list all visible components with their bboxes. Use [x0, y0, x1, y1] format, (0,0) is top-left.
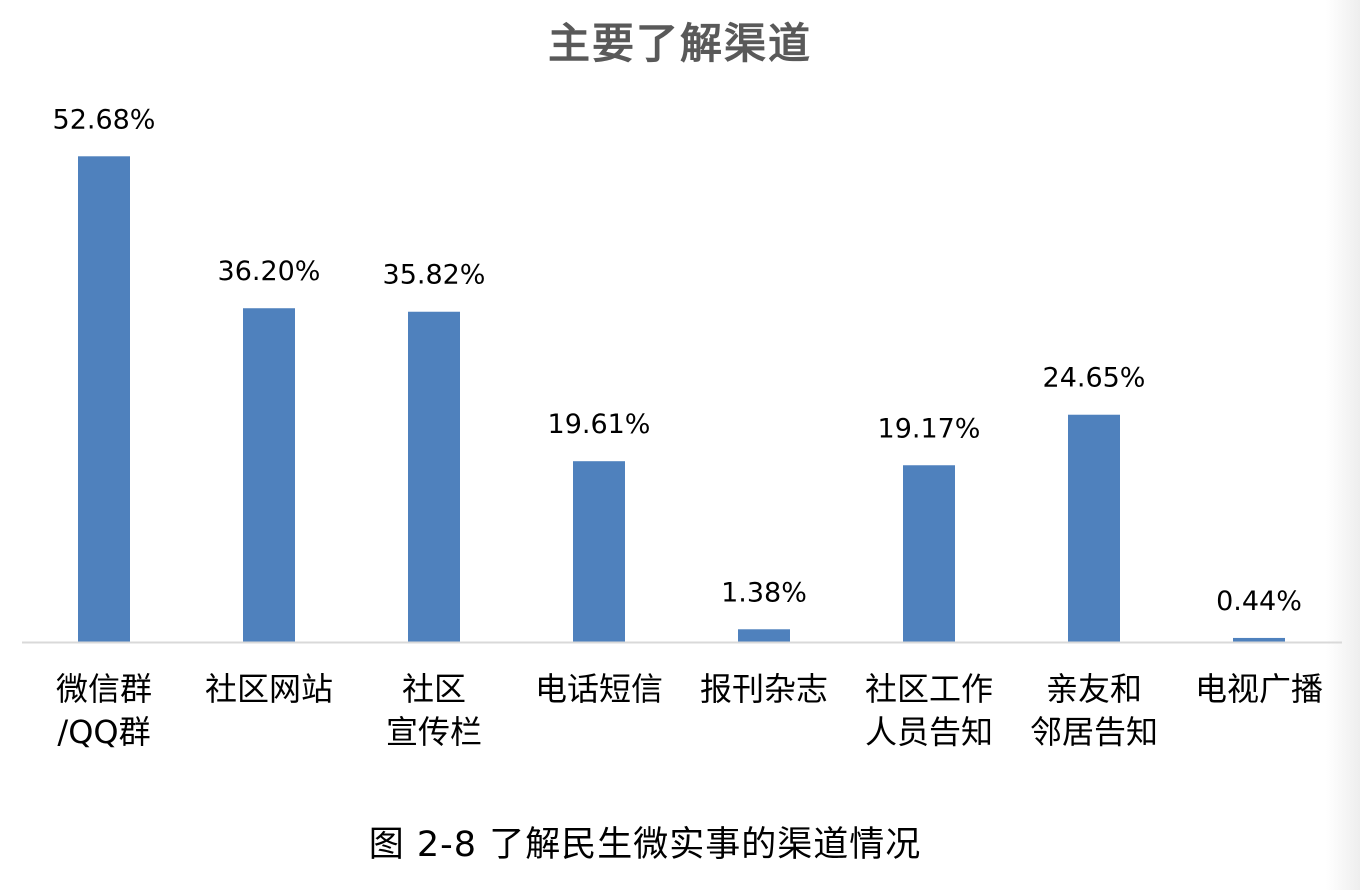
category-label-6-line-2: 人员告知 — [865, 713, 993, 751]
bar-5 — [738, 629, 790, 642]
category-label-7-line-2: 邻居告知 — [1030, 713, 1158, 751]
page-edge-shading — [1326, 0, 1360, 890]
data-label-4: 19.61% — [548, 409, 651, 440]
bar-3 — [408, 311, 460, 642]
bar-2 — [243, 308, 295, 642]
category-label-4-line-1: 电话短信 — [535, 670, 663, 708]
category-label-3-line-2: 宣传栏 — [386, 713, 482, 751]
bar-7 — [1068, 414, 1120, 642]
bar-4 — [573, 461, 625, 642]
data-label-3: 35.82% — [383, 260, 486, 291]
bar-chart: 52.68% 36.20% 35.82% 19.61% 1.38% 19.17% 24.65… — [22, 104, 1342, 751]
figure-caption: 图 2-8 了解民生微实事的渠道情况 — [368, 825, 922, 865]
category-label-2-line-1: 社区网站 — [205, 670, 333, 708]
category-label-3-line-1: 社区 — [402, 670, 466, 708]
data-label-2: 36.20% — [218, 256, 321, 287]
category-label-8-line-1: 电视广播 — [1195, 670, 1323, 708]
bar-6 — [903, 465, 955, 642]
data-label-6: 19.17% — [878, 413, 981, 444]
bar-1 — [78, 156, 130, 642]
data-label-8: 0.44% — [1216, 586, 1302, 617]
chart-title: 主要了解渠道 — [547, 19, 812, 68]
bar-8 — [1233, 637, 1285, 642]
category-label-7-line-1: 亲友和 — [1046, 670, 1142, 708]
value-labels-layer: 52.68% 36.20% 35.82% 19.61% 1.38% 19.17% 24.65… — [53, 104, 1302, 617]
category-label-1-line-2: /QQ群 — [57, 713, 150, 751]
category-label-1-line-1: 微信群 — [56, 670, 152, 708]
category-label-6-line-1: 社区工作 — [865, 670, 993, 708]
category-label-5-line-1: 报刊杂志 — [700, 670, 828, 708]
data-label-5: 1.38% — [721, 577, 807, 608]
bars-layer — [78, 156, 1285, 642]
data-label-1: 52.68% — [53, 104, 156, 135]
data-label-7: 24.65% — [1043, 363, 1146, 394]
